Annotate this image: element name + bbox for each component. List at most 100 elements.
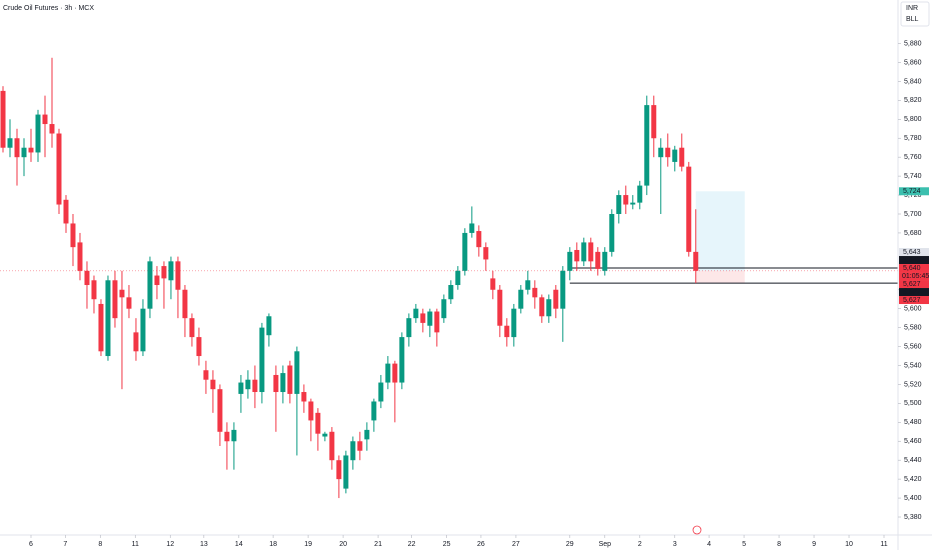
y-tick-label: 5,880 — [904, 40, 922, 47]
candle-body — [399, 337, 405, 383]
candle-body — [392, 363, 398, 383]
currency-box[interactable] — [900, 1, 930, 27]
candle-body — [322, 433, 328, 437]
candle-body — [343, 455, 349, 489]
candle-body — [7, 138, 13, 148]
candle-body — [644, 105, 650, 186]
candle-body — [266, 316, 272, 336]
y-tick-label: 5,560 — [904, 343, 922, 350]
event-icon[interactable] — [692, 525, 702, 535]
x-tick-label: 8 — [777, 541, 781, 548]
candle-body — [49, 124, 55, 134]
y-tick-label: 5,540 — [904, 362, 922, 369]
candle-body — [518, 289, 524, 309]
overlay-layer — [0, 191, 898, 284]
candle-body — [483, 247, 489, 260]
price-label — [899, 280, 929, 289]
x-tick-label: 22 — [408, 541, 416, 548]
countdown-box — [899, 272, 929, 281]
y-tick-label: 5,680 — [904, 230, 922, 237]
price-label-text: 5,724 — [903, 188, 921, 195]
candle-body — [588, 242, 594, 262]
candle-body — [35, 114, 41, 153]
candle-body — [553, 289, 559, 309]
candle-body — [532, 287, 538, 298]
x-tick-label: 4 — [707, 541, 711, 548]
x-tick-label: 18 — [269, 541, 277, 548]
candle-body — [560, 270, 566, 309]
y-tick-label: 5,860 — [904, 59, 922, 66]
candle-body — [693, 251, 699, 271]
candle-body — [189, 318, 195, 338]
x-tick-label: 26 — [477, 541, 485, 548]
y-tick-label: 5,440 — [904, 457, 922, 464]
x-tick-label: 14 — [235, 541, 243, 548]
candle-body — [0, 90, 6, 148]
candle-body — [154, 275, 160, 286]
candle-body — [581, 242, 587, 262]
price-label-text: 5,643 — [903, 249, 921, 256]
price-label — [899, 288, 929, 297]
candle-body — [364, 429, 370, 440]
candle-body — [245, 379, 251, 390]
candle-body — [182, 289, 188, 319]
price-label-text: 5,640 — [903, 265, 921, 272]
candle-body — [385, 363, 391, 383]
candle-body — [546, 299, 552, 317]
y-tick-label: 5,380 — [904, 514, 922, 521]
candles — [0, 57, 699, 499]
candle-body — [686, 166, 692, 252]
price-label — [899, 296, 929, 305]
candle-body — [77, 242, 83, 271]
candle-body — [378, 382, 384, 402]
candle-body — [665, 147, 671, 158]
candle-body — [462, 232, 468, 271]
candle-body — [315, 412, 321, 434]
candle-body — [413, 308, 419, 319]
candle-body — [434, 311, 440, 333]
candle-body — [70, 223, 76, 248]
candle-body — [224, 431, 230, 442]
candle-body — [504, 325, 510, 338]
candle-body — [525, 280, 531, 290]
candle-body — [406, 318, 412, 338]
candle-body — [301, 392, 307, 402]
candle-body — [203, 370, 209, 380]
y-tick-label: 5,500 — [904, 400, 922, 407]
x-tick-label: 7 — [63, 541, 67, 548]
candle-body — [637, 185, 643, 203]
candle-body — [14, 138, 20, 158]
candle-body — [126, 297, 132, 309]
candle-body — [210, 379, 216, 390]
x-tick-label: 12 — [166, 541, 174, 548]
candle-body — [308, 401, 314, 421]
x-tick-label: 20 — [339, 541, 347, 548]
x-tick-label: 19 — [304, 541, 312, 548]
candle-body — [658, 147, 664, 158]
candle-body — [28, 147, 34, 153]
candle-body — [623, 195, 629, 205]
candle-body — [273, 374, 279, 393]
candle-body — [217, 389, 223, 432]
candle-body — [672, 149, 678, 162]
y-tick-label: 5,520 — [904, 381, 922, 388]
candle-body — [294, 351, 300, 394]
candle-body — [497, 289, 503, 326]
candle-body — [336, 460, 342, 480]
candle-body — [574, 249, 580, 262]
candle-body — [112, 280, 118, 319]
x-tick-label: 29 — [566, 541, 574, 548]
y-tick-label: 5,600 — [904, 306, 922, 313]
y-tick-label: 5,780 — [904, 135, 922, 142]
y-tick-label: 5,760 — [904, 154, 922, 161]
price-label — [899, 256, 929, 265]
candle-body — [567, 251, 573, 271]
y-tick-label: 5,460 — [904, 438, 922, 445]
y-tick-label: 5,820 — [904, 97, 922, 104]
candle-body — [595, 251, 601, 269]
candle-body — [448, 285, 454, 300]
x-tick-label: 3 — [673, 541, 677, 548]
